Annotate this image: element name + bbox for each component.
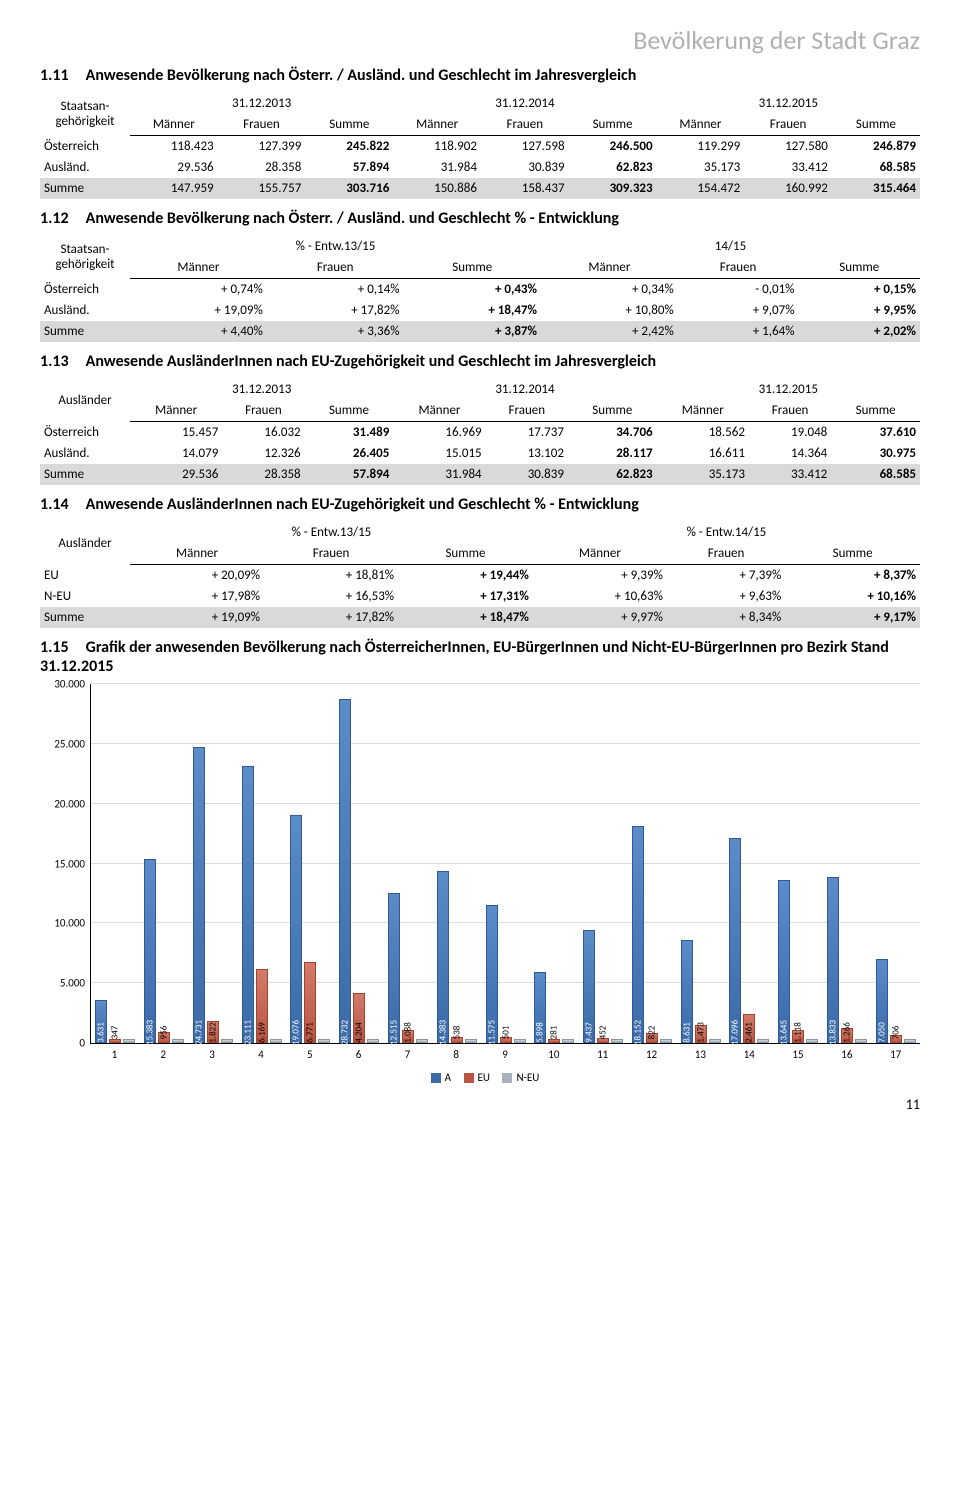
legend-swatch-a	[431, 1073, 441, 1083]
section-title: Grafik der anwesenden Bevölkerung nach Ö…	[40, 638, 889, 676]
legend-swatch-neu	[502, 1073, 512, 1083]
table-1-14: Ausländer% - Entw.13/15% - Entw.14/15Män…	[40, 522, 920, 628]
legend-label: EU	[478, 1071, 490, 1084]
page-title: Bevölkerung der Stadt Graz	[40, 24, 920, 56]
section-title: Anwesende Bevölkerung nach Österr. / Aus…	[86, 209, 619, 228]
chart-legend: A EU N-EU	[40, 1071, 920, 1084]
page-number: 11	[40, 1096, 920, 1113]
section-1-11-heading: 1.11 Anwesende Bevölkerung nach Österr. …	[40, 66, 920, 85]
section-title: Anwesende AusländerInnen nach EU-Zugehör…	[86, 352, 657, 371]
section-title: Anwesende Bevölkerung nach Österr. / Aus…	[86, 66, 637, 85]
section-number: 1.15	[40, 638, 82, 657]
chart-1-15: 05.00010.00015.00020.00025.00030.0003.63…	[40, 684, 920, 1084]
section-number: 1.12	[40, 209, 82, 228]
legend-label: N-EU	[516, 1071, 539, 1084]
section-number: 1.13	[40, 352, 82, 371]
section-1-12-heading: 1.12 Anwesende Bevölkerung nach Österr. …	[40, 209, 920, 228]
table-1-13: Ausländer31.12.201331.12.201431.12.2015M…	[40, 379, 920, 485]
section-1-13-heading: 1.13 Anwesende AusländerInnen nach EU-Zu…	[40, 352, 920, 371]
table-1-11: Staatsan- gehörigkeit31.12.201331.12.201…	[40, 93, 920, 199]
section-1-15-heading: 1.15 Grafik der anwesenden Bevölkerung n…	[40, 638, 920, 676]
section-number: 1.14	[40, 495, 82, 514]
legend-label: A	[445, 1071, 451, 1084]
table-1-12: Staatsan- gehörigkeit% - Entw.13/1514/15…	[40, 236, 920, 342]
legend-swatch-eu	[464, 1073, 474, 1083]
section-1-14-heading: 1.14 Anwesende AusländerInnen nach EU-Zu…	[40, 495, 920, 514]
section-number: 1.11	[40, 66, 82, 85]
section-title: Anwesende AusländerInnen nach EU-Zugehör…	[86, 495, 639, 514]
